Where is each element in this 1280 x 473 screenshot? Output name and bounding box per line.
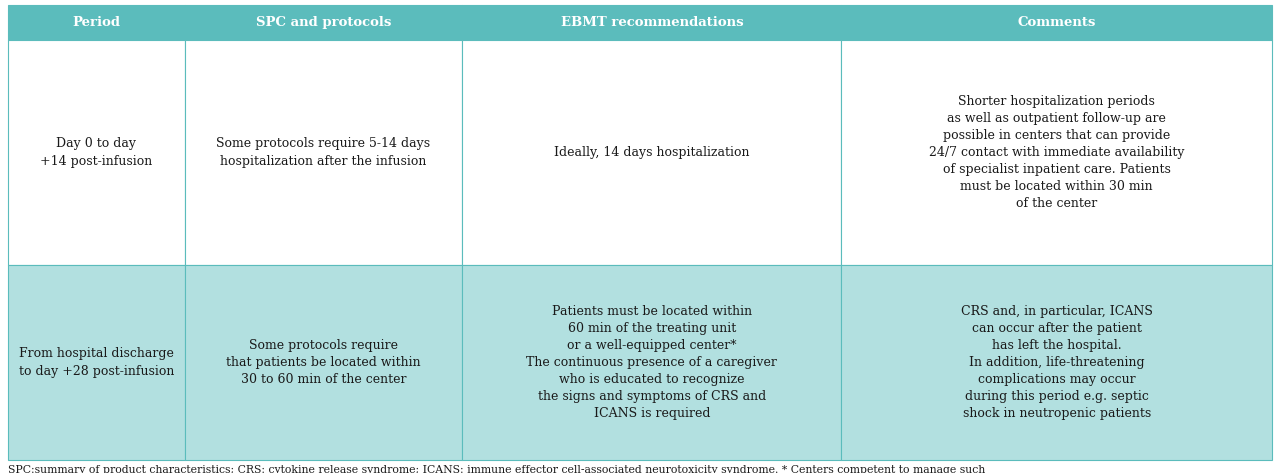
Bar [184, 265, 462, 460]
Text: CRS and, in particular, ICANS
can occur after the patient
has left the hospital.: CRS and, in particular, ICANS can occur … [961, 305, 1153, 420]
Bar [184, 40, 462, 265]
Text: Ideally, 14 days hospitalization: Ideally, 14 days hospitalization [554, 146, 750, 159]
Bar [8, 265, 184, 460]
Bar [8, 40, 184, 265]
Text: SPC:summary of product characteristics; CRS: cytokine release syndrome; ICANS: i: SPC:summary of product characteristics; … [8, 465, 986, 473]
Text: Some protocols require
that patients be located within
30 to 60 min of the cente: Some protocols require that patients be … [227, 339, 421, 386]
Text: EBMT recommendations: EBMT recommendations [561, 16, 744, 29]
Bar [462, 265, 841, 460]
Bar [841, 5, 1272, 40]
Bar [462, 40, 841, 265]
Bar [184, 5, 462, 40]
Text: Day 0 to day
+14 post-infusion: Day 0 to day +14 post-infusion [40, 138, 152, 167]
Text: Patients must be located within
60 min of the treating unit
or a well-equipped c: Patients must be located within 60 min o… [526, 305, 777, 420]
Text: Comments: Comments [1018, 16, 1096, 29]
Text: From hospital discharge
to day +28 post-infusion: From hospital discharge to day +28 post-… [19, 348, 174, 377]
Bar [841, 265, 1272, 460]
Text: Some protocols require 5-14 days
hospitalization after the infusion: Some protocols require 5-14 days hospita… [216, 138, 430, 167]
Text: SPC and protocols: SPC and protocols [256, 16, 392, 29]
Text: Shorter hospitalization periods
as well as outpatient follow-up are
possible in : Shorter hospitalization periods as well … [929, 95, 1184, 210]
Bar [841, 40, 1272, 265]
Bar [462, 5, 841, 40]
Bar [8, 5, 184, 40]
Text: Period: Period [73, 16, 120, 29]
